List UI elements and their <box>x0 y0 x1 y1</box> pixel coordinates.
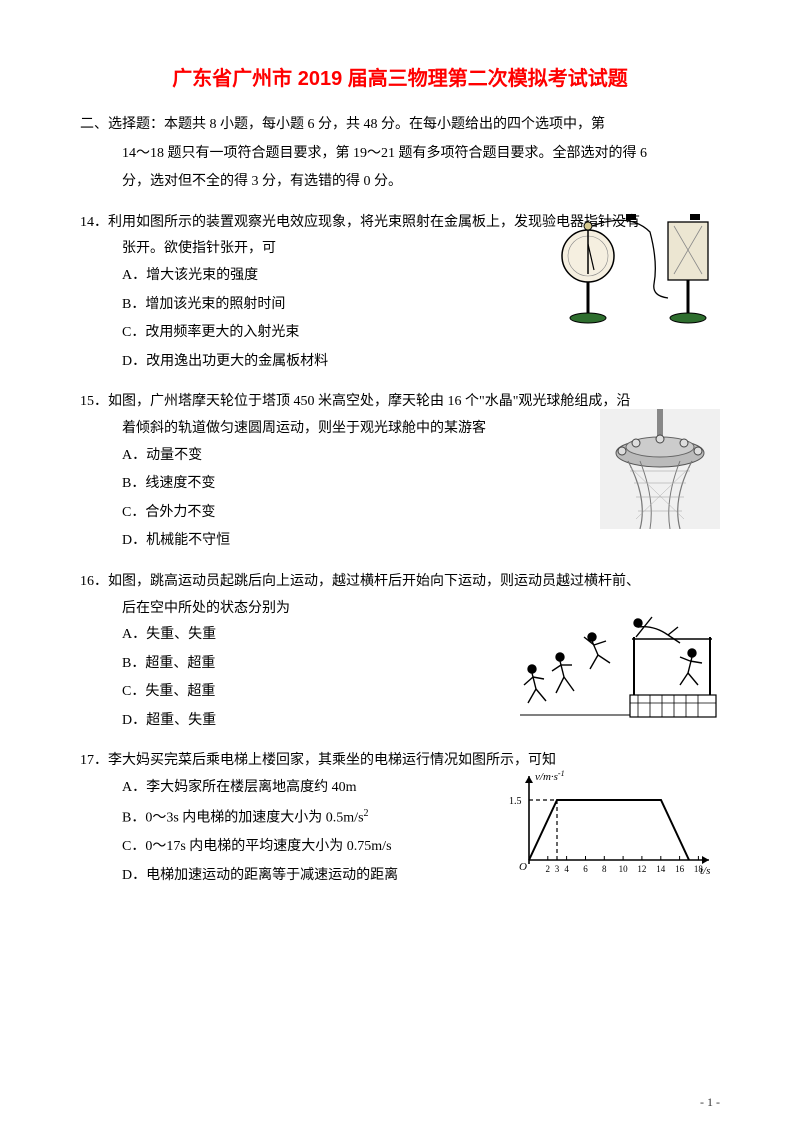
svg-text:2: 2 <box>546 864 551 874</box>
q16-figure <box>520 607 720 722</box>
question-17: 17．李大妈买完菜后乘电梯上楼回家，其乘坐的电梯运行情况如图所示，可知 A．李大… <box>80 748 720 889</box>
canton-tower-icon <box>600 409 720 529</box>
svg-text:12: 12 <box>637 864 646 874</box>
electroscope-icon <box>550 214 720 334</box>
section-header-l1: 二、选择题：本题共 8 小题，每小题 6 分，共 48 分。在每小题给出的四个选… <box>80 112 720 139</box>
svg-text:16: 16 <box>675 864 685 874</box>
q14-opt-d: D．改用逸出功更大的金属板材料 <box>122 349 720 376</box>
svg-text:18: 18 <box>694 864 704 874</box>
question-14: 14．利用如图所示的装置观察光电效应现象，将光束照射在金属板上，发现验电器指针没… <box>80 210 720 376</box>
svg-text:4: 4 <box>564 864 569 874</box>
q14-figure <box>550 214 720 334</box>
vt-graph-icon: v/m·s-1 t/s O 1.5 2 4 6 8 10 12 14 16 18 <box>505 766 720 881</box>
section-header-l3: 分，选对但不全的得 3 分，有选错的得 0 分。 <box>80 169 720 196</box>
page-title: 广东省广州市 2019 届高三物理第二次模拟考试试题 <box>80 60 720 98</box>
section-header-l2: 14～18 题只有一项符合题目要求，第 19～21 题有多项符合题目要求。全部选… <box>80 141 720 168</box>
chart-ylabel: v/m·s-1 <box>535 769 565 783</box>
q15-figure <box>600 409 720 529</box>
question-16: 16．如图，跳高运动员起跳后向上运动，越过横杆后开始向下运动，则运动员越过横杆前… <box>80 569 720 735</box>
chart-ytick: 1.5 <box>509 796 522 807</box>
chart-xticks: 2 4 6 8 10 12 14 16 18 <box>546 864 704 874</box>
svg-text:10: 10 <box>619 864 629 874</box>
page-number: - 1 - <box>700 1091 720 1114</box>
svg-text:14: 14 <box>656 864 666 874</box>
chart-xmark: 3 <box>555 864 560 874</box>
q15-opt-d: D．机械能不守恒 <box>122 528 720 555</box>
high-jump-icon <box>520 607 720 722</box>
question-15: 15．如图，广州塔摩天轮位于塔顶 450 米高空处，摩天轮由 16 个"水晶"观… <box>80 389 720 555</box>
q17-figure: v/m·s-1 t/s O 1.5 2 4 6 8 10 12 14 16 18 <box>505 766 720 881</box>
svg-text:6: 6 <box>583 864 588 874</box>
svg-text:8: 8 <box>602 864 607 874</box>
q16-stem-l1: 16．如图，跳高运动员起跳后向上运动，越过横杆后开始向下运动，则运动员越过横杆前… <box>80 569 720 596</box>
svg-text:O: O <box>519 861 527 873</box>
